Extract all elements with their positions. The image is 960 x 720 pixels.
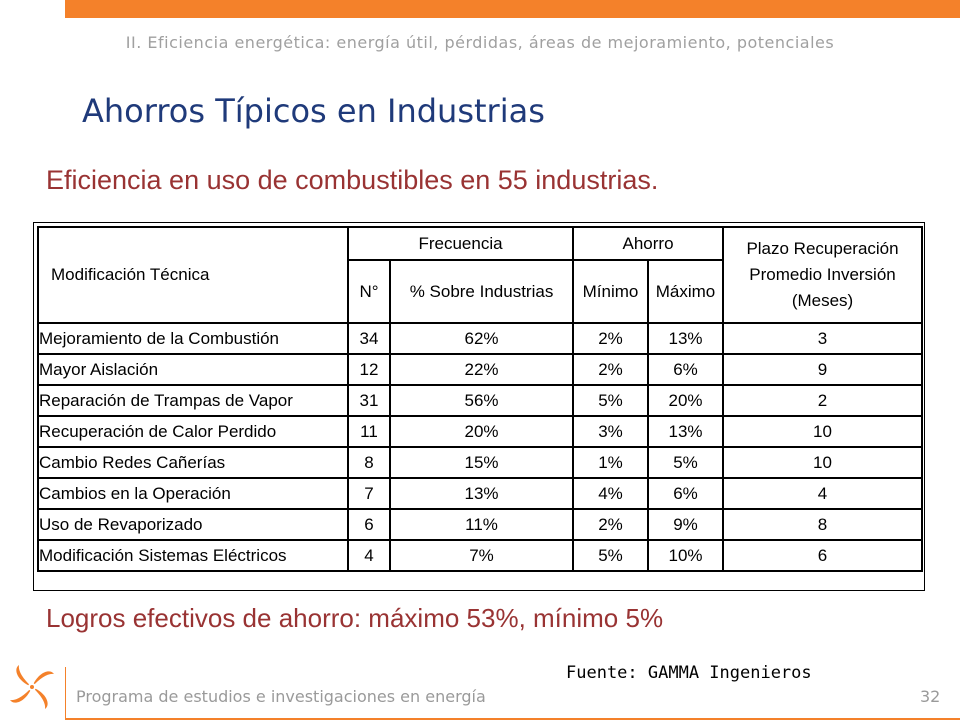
- cell-numero: 6: [347, 508, 391, 541]
- cell-modificacion: Recuperación de Calor Perdido: [37, 415, 349, 448]
- savings-conclusion: Logros efectivos de ahorro: máximo 53%, …: [46, 603, 664, 633]
- cell-modificacion: Mayor Aislación: [37, 353, 349, 386]
- table-row: Cambio Redes Cañerías 8 15% 1% 5% 10: [37, 446, 924, 479]
- cell-porcentaje: 15%: [388, 446, 575, 479]
- cell-maximo: 13%: [647, 415, 725, 448]
- cell-numero: 8: [347, 446, 391, 479]
- table-outer-frame: [33, 222, 925, 591]
- cell-modificacion: Cambios en la Operación: [37, 477, 349, 510]
- cell-numero: 11: [347, 415, 391, 448]
- pinwheel-logo-icon: [10, 665, 54, 709]
- cell-plazo: 10: [722, 446, 924, 479]
- cell-modificacion: Reparación de Trampas de Vapor: [37, 384, 349, 417]
- header-ahorro: Ahorro: [572, 226, 725, 261]
- cell-plazo: 2: [722, 384, 924, 417]
- cell-minimo: 5%: [572, 384, 650, 417]
- header-modificacion-tecnica: Modificación Técnica: [37, 226, 349, 324]
- top-accent-bar: [65, 0, 960, 18]
- header-plazo-recuperacion: Plazo Recuperación Promedio Inversión (M…: [722, 226, 924, 324]
- source-note: Fuente: GAMMA Ingenieros: [566, 663, 812, 683]
- footer-divider-vertical: [65, 667, 66, 720]
- cell-modificacion: Cambio Redes Cañerías: [37, 446, 349, 479]
- cell-porcentaje: 11%: [388, 508, 575, 541]
- header-minimo: Mínimo: [572, 259, 650, 324]
- table-row: Mejoramiento de la Combustión 34 62% 2% …: [37, 322, 924, 355]
- footer-divider-horizontal: [65, 718, 960, 720]
- cell-plazo: 10: [722, 415, 924, 448]
- table-row: Recuperación de Calor Perdido 11 20% 3% …: [37, 415, 924, 448]
- table-row: Mayor Aislación 12 22% 2% 6% 9: [37, 353, 924, 386]
- cell-minimo: 2%: [572, 353, 650, 386]
- cell-plazo: 9: [722, 353, 924, 386]
- cell-minimo: 2%: [572, 508, 650, 541]
- cell-plazo: 6: [722, 539, 924, 572]
- cell-numero: 12: [347, 353, 391, 386]
- cell-porcentaje: 20%: [388, 415, 575, 448]
- cell-minimo: 4%: [572, 477, 650, 510]
- header-numero: N°: [347, 259, 391, 324]
- table-row: Uso de Revaporizado 6 11% 2% 9% 8: [37, 508, 924, 541]
- cell-porcentaje: 56%: [388, 384, 575, 417]
- header-porcentaje-industrias: % Sobre Industrias: [388, 259, 575, 324]
- savings-table: Modificación Técnica Frecuencia Ahorro P…: [37, 226, 924, 572]
- cell-maximo: 10%: [647, 539, 725, 572]
- section-title: II. Eficiencia energética: energía útil,…: [125, 33, 835, 52]
- cell-maximo: 20%: [647, 384, 725, 417]
- cell-minimo: 2%: [572, 322, 650, 355]
- header-frecuencia: Frecuencia: [346, 226, 575, 261]
- cell-modificacion: Mejoramiento de la Combustión: [37, 322, 349, 355]
- cell-maximo: 13%: [647, 322, 725, 355]
- cell-porcentaje: 7%: [388, 539, 575, 572]
- cell-porcentaje: 13%: [388, 477, 575, 510]
- table-row: Cambios en la Operación 7 13% 4% 6% 4: [37, 477, 924, 510]
- header-plazo-line1: Plazo Recuperación: [746, 239, 899, 258]
- cell-plazo: 4: [722, 477, 924, 510]
- header-plazo-line3: (Meses): [791, 291, 854, 310]
- cell-maximo: 5%: [647, 446, 725, 479]
- cell-numero: 4: [347, 539, 391, 572]
- cell-porcentaje: 22%: [388, 353, 575, 386]
- cell-numero: 31: [347, 384, 391, 417]
- cell-plazo: 8: [722, 508, 924, 541]
- cell-maximo: 6%: [647, 353, 725, 386]
- cell-modificacion: Uso de Revaporizado: [37, 508, 349, 541]
- cell-minimo: 1%: [572, 446, 650, 479]
- header-plazo-line2: Promedio Inversión: [749, 265, 896, 284]
- cell-porcentaje: 62%: [388, 322, 575, 355]
- cell-modificacion: Modificación Sistemas Eléctricos: [37, 539, 349, 572]
- header-maximo: Máximo: [647, 259, 725, 324]
- slide-title: Ahorros Típicos en Industrias: [82, 92, 545, 130]
- cell-plazo: 3: [722, 322, 924, 355]
- slide-subtitle: Eficiencia en uso de combustibles en 55 …: [46, 165, 659, 195]
- cell-minimo: 5%: [572, 539, 650, 572]
- footer-program-name: Programa de estudios e investigaciones e…: [76, 687, 486, 706]
- cell-maximo: 6%: [647, 477, 725, 510]
- cell-maximo: 9%: [647, 508, 725, 541]
- cell-numero: 34: [347, 322, 391, 355]
- table-row: Reparación de Trampas de Vapor 31 56% 5%…: [37, 384, 924, 417]
- page-number: 32: [920, 687, 941, 706]
- cell-minimo: 3%: [572, 415, 650, 448]
- table-row: Modificación Sistemas Eléctricos 4 7% 5%…: [37, 539, 924, 572]
- cell-numero: 7: [347, 477, 391, 510]
